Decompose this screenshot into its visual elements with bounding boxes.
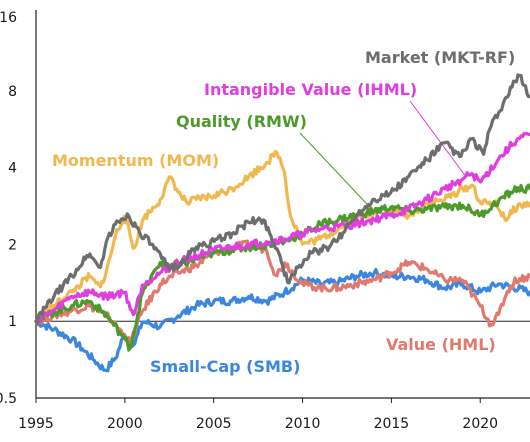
series-line-intangible-value-ihml bbox=[34, 132, 530, 325]
series-label-market-mkt-rf: Market (MKT-RF) bbox=[365, 48, 515, 67]
x-tick-label: 2000 bbox=[107, 416, 143, 432]
y-axis-ticks: 0.5 1 2 4 8 16 bbox=[0, 10, 17, 407]
x-tick-label: 2015 bbox=[374, 416, 410, 432]
x-tick-label: 2005 bbox=[196, 416, 232, 432]
series-line-market-mkt-rf bbox=[34, 73, 530, 324]
series-labels: Market (MKT-RF) Intangible Value (IHML) Qu… bbox=[52, 48, 515, 376]
pointer-line-intangible-value-ihml bbox=[409, 100, 467, 178]
x-tick-label: 1995 bbox=[18, 416, 54, 432]
series-line-small-cap-smb bbox=[34, 267, 530, 373]
y-tick-label: 2 bbox=[8, 237, 17, 253]
series-label-intangible-value-ihml: Intangible Value (IHML) bbox=[204, 80, 417, 99]
x-axis-ticks: 1995 2000 2005 2010 2015 2020 bbox=[18, 398, 498, 432]
series-label-quality-rmw: Quality (RMW) bbox=[176, 112, 307, 131]
y-tick-label: 0.5 bbox=[0, 391, 17, 407]
series-line-momentum-mom bbox=[34, 149, 530, 323]
y-tick-label: 4 bbox=[8, 161, 17, 177]
x-tick-label: 2010 bbox=[285, 416, 321, 432]
label-pointer-lines bbox=[299, 100, 467, 212]
series-line-quality-rmw bbox=[34, 183, 530, 352]
x-tick-label: 2020 bbox=[462, 416, 498, 432]
pointer-line-quality-rmw bbox=[299, 132, 374, 212]
series-label-value-hml: Value (HML) bbox=[386, 335, 496, 354]
series-label-momentum-mom: Momentum (MOM) bbox=[52, 151, 219, 170]
y-tick-label: 8 bbox=[8, 84, 17, 100]
y-tick-label: 1 bbox=[8, 314, 17, 330]
series-label-small-cap-smb: Small-Cap (SMB) bbox=[150, 357, 300, 376]
y-tick-label: 16 bbox=[0, 10, 17, 26]
series-lines bbox=[34, 73, 530, 373]
